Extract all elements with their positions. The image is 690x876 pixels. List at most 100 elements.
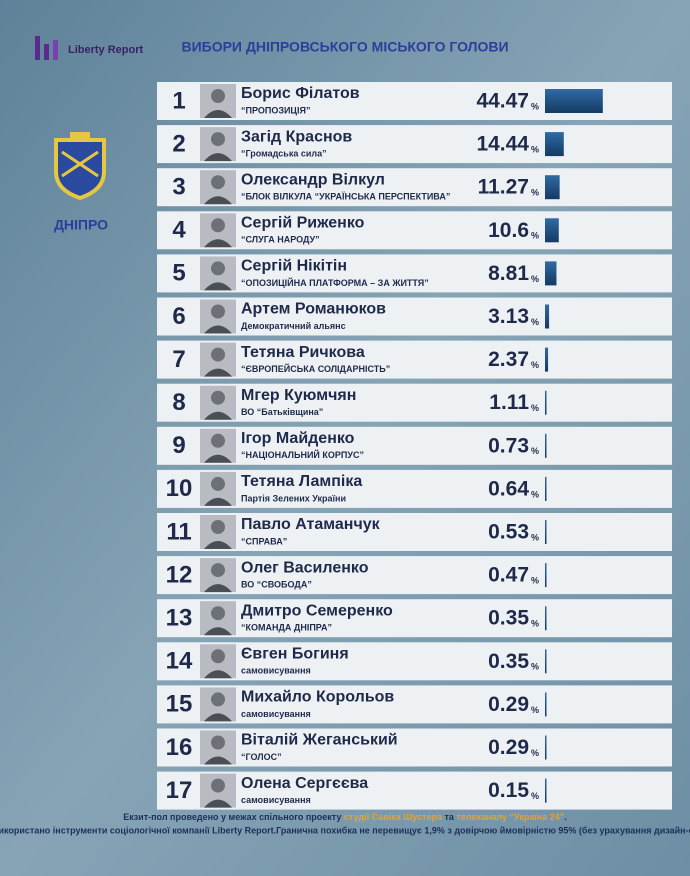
unit: % [531, 360, 539, 370]
unit: % [531, 619, 539, 629]
candidate-name: Сергій Риженко [241, 215, 365, 232]
value-label: 11.27 [478, 176, 529, 199]
party: “НАЦІОНАЛЬНИЙ КОРПУС” [241, 449, 364, 460]
bar [545, 89, 603, 113]
footnote-text: . [564, 812, 567, 822]
candidate-name: Олександр Вілкул [241, 171, 385, 188]
bar [545, 433, 547, 458]
candidate-name: Павло Атаманчук [241, 516, 381, 533]
photo-body [204, 541, 232, 549]
value-label: 0.29 [488, 736, 529, 759]
bar [545, 390, 547, 415]
party: ВО “СВОБОДА” [241, 579, 312, 589]
rank: 1 [172, 87, 185, 114]
bar [545, 520, 547, 544]
photo-body [204, 799, 232, 808]
city: ДНІПРО [54, 217, 108, 233]
rank: 5 [172, 260, 185, 287]
bar [545, 261, 557, 286]
candidate-name: Борис Філатов [241, 85, 360, 102]
unit: % [531, 144, 539, 154]
rank: 8 [172, 389, 185, 416]
value-label: 0.29 [488, 693, 529, 716]
unit: % [531, 403, 539, 413]
candidate-name: Мгер Куюмчян [241, 387, 356, 404]
unit: % [531, 274, 539, 284]
coat-of-arms [54, 132, 106, 201]
unit: % [531, 662, 539, 672]
value-label: 3.13 [488, 305, 529, 328]
photo-head [211, 563, 225, 578]
value-label: 8.81 [488, 262, 529, 285]
candidate-name: Тетяна Лампіка [241, 473, 362, 490]
row-background [157, 254, 672, 293]
candidate-name: Олена Сергєєва [241, 775, 368, 792]
unit: % [531, 791, 539, 801]
value-label: 0.73 [488, 434, 529, 457]
candidate-name: Олег Василенко [241, 559, 369, 576]
party: самовисування [241, 709, 311, 719]
rank: 6 [172, 303, 185, 330]
rank: 10 [166, 475, 193, 502]
rank: 14 [166, 648, 193, 675]
bar [545, 735, 547, 760]
bar [545, 649, 547, 674]
party: “КОМАНДА ДНІПРА” [241, 623, 332, 633]
party: “СПРАВА” [241, 536, 287, 546]
photo-body [204, 239, 232, 248]
footnote-line: Також використано інструменти соціологіч… [0, 825, 690, 835]
value-label: 0.15 [488, 779, 529, 802]
value-label: 0.35 [488, 650, 529, 673]
row-background [157, 469, 672, 508]
photo-body [204, 411, 232, 420]
value-label: 1.11 [489, 391, 529, 414]
photo-body [204, 110, 232, 118]
row-background [157, 728, 672, 767]
photo-body [204, 153, 232, 162]
unit: % [531, 705, 539, 715]
photo-body [204, 368, 232, 377]
party: Демократичний альянс [241, 321, 346, 331]
rank: 9 [172, 432, 185, 459]
rank: 4 [172, 217, 186, 244]
bar [545, 347, 549, 372]
photo-head [211, 218, 225, 233]
bar [545, 132, 564, 157]
brand: Liberty Report [68, 44, 144, 56]
photo-head [211, 304, 225, 319]
row-background [157, 771, 672, 810]
photo-body [204, 497, 232, 506]
value-label: 2.37 [488, 348, 529, 371]
unit: % [531, 575, 539, 585]
photo-head [211, 433, 225, 448]
value-label: 0.47 [488, 564, 529, 587]
footnote-text: Екзит-пол проведено у межах спільного пр… [123, 812, 344, 822]
title: ВИБОРИ ДНІПРОВСЬКОГО МІСЬКОГО ГОЛОВИ [181, 39, 508, 55]
footnote-text: та [442, 812, 456, 822]
footnote-line: Екзит-пол проведено у межах спільного пр… [123, 812, 567, 822]
photo-body [204, 196, 232, 205]
candidate-name: Михайло Корольов [241, 689, 394, 706]
value-label: 0.35 [488, 607, 529, 630]
unit: % [531, 532, 539, 542]
photo-head [211, 520, 225, 534]
row-background [157, 556, 672, 595]
bar [545, 606, 547, 631]
candidate-name: Сергій Нікітін [241, 258, 347, 275]
party: самовисування [241, 666, 311, 676]
footnote-highlight: студії Савіка Шустера [344, 812, 443, 822]
party: “ОПОЗИЦІЙНА ПЛАТФОРМА – ЗА ЖИТТЯ” [241, 277, 429, 288]
unit: % [531, 446, 539, 456]
bar [545, 304, 550, 329]
photo-head [211, 390, 225, 405]
photo-body [204, 325, 232, 334]
row-background [157, 513, 672, 551]
rows: 1 Борис Філатов “ПРОПОЗИЦІЯ” 44.47 % 2 Загід К… [157, 82, 672, 810]
row-background [157, 340, 672, 379]
rank: 3 [172, 174, 185, 201]
unit: % [531, 101, 539, 111]
rank: 16 [166, 734, 193, 761]
party: “ПРОПОЗИЦІЯ” [241, 105, 310, 115]
rank: 2 [172, 130, 185, 157]
